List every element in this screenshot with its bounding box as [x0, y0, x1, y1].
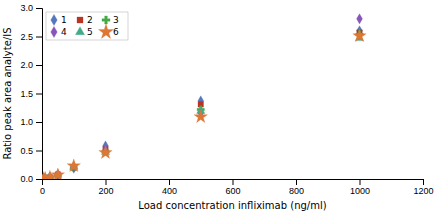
legend-item: 2 [77, 15, 93, 25]
legend: 1 2 3 4 5 6 [46, 12, 128, 40]
legend-item: 6 [98, 24, 119, 38]
y-axis-tick: 1.5 [20, 89, 42, 99]
y-axis-tick-label: 2.0 [20, 60, 33, 70]
series [42, 30, 362, 179]
x-axis-tick-label: 800 [289, 186, 304, 196]
x-axis-tick-label: 0 [40, 186, 45, 196]
series [42, 29, 366, 179]
y-axis-tick-label: 2.5 [20, 32, 33, 42]
x-axis-tick-mark [360, 179, 361, 185]
legend-label: 5 [87, 27, 93, 37]
x-axis-tick-label: 1200 [413, 186, 433, 196]
y-axis-tick: 2.5 [20, 32, 42, 42]
chart: 0 200 400 600 800 1000 1200 0.0 0.5 1.0 1.5 2.0 2.5 3… [0, 0, 437, 213]
y-axis-tick-mark [36, 122, 42, 123]
point [99, 146, 112, 159]
legend-swatch [98, 24, 113, 38]
x-axis-tick: 200 [98, 179, 113, 196]
y-axis-tick: 0.0 [20, 174, 42, 184]
y-axis-tick: 0.5 [20, 146, 42, 156]
y-axis-tick-label: 1.5 [20, 89, 33, 99]
legend-swatch [51, 14, 57, 25]
point [51, 168, 64, 179]
series [42, 26, 362, 179]
x-axis-tick-mark [169, 179, 170, 185]
x-axis-tick: 400 [162, 179, 177, 196]
x-axis-tick-mark [106, 179, 107, 185]
y-axis-tick-label: 3.0 [20, 3, 33, 13]
x-axis-tick-mark [423, 179, 424, 185]
y-axis-tick-mark [36, 8, 42, 9]
y-axis-tick: 1.0 [20, 117, 42, 127]
plot-area: 0 200 400 600 800 1000 1200 0.0 0.5 1.0 1.5 2.0 2.5 3… [20, 3, 433, 196]
x-axis-tick-label: 200 [98, 186, 113, 196]
legend-label: 6 [113, 27, 119, 37]
x-axis-tick: 600 [225, 179, 240, 196]
y-axis-tick: 2.0 [20, 60, 42, 70]
y-axis-title: Ratio peak area analyte/IS [2, 28, 13, 160]
x-axis: 0 200 400 600 800 1000 1200 [40, 179, 434, 196]
legend-item: 5 [75, 27, 92, 37]
point [194, 110, 207, 123]
y-axis-tick-mark [36, 65, 42, 66]
y-axis-tick-label: 0.5 [20, 146, 33, 156]
y-axis-tick-mark [36, 179, 42, 180]
y-axis-tick-mark [36, 94, 42, 95]
legend-item: 1 [51, 14, 67, 25]
legend-label: 4 [61, 27, 67, 37]
legend-swatch [51, 26, 57, 37]
legend-label: 3 [113, 15, 119, 25]
y-axis-tick-label: 1.0 [20, 117, 33, 127]
legend-swatch [102, 16, 110, 24]
legend-item: 4 [51, 26, 67, 37]
y-axis-tick-mark [36, 151, 42, 152]
x-axis-tick: 800 [289, 179, 304, 196]
x-axis-tick: 1200 [413, 179, 433, 196]
point [353, 29, 366, 42]
x-axis-tick-mark [233, 179, 234, 185]
series [42, 31, 363, 179]
x-axis-tick-label: 600 [225, 186, 240, 196]
y-axis-tick: 3.0 [20, 3, 42, 13]
x-axis-tick-label: 1000 [350, 186, 370, 196]
legend-label: 1 [61, 15, 67, 25]
legend-frame [46, 12, 128, 40]
x-axis-tick-mark [296, 179, 297, 185]
point [67, 159, 80, 172]
point [357, 14, 363, 24]
y-axis-tick-label: 0.0 [20, 174, 33, 184]
x-axis-title: Load concentration infliximab (ng/ml) [138, 200, 326, 211]
y-axis-tick-mark [36, 37, 42, 38]
legend-label: 2 [87, 15, 93, 25]
legend-swatch [75, 27, 84, 35]
x-axis-tick: 0 [40, 179, 45, 196]
legend-swatch [77, 17, 83, 23]
series [42, 33, 364, 179]
legend-item: 3 [102, 15, 119, 25]
x-axis-line [43, 180, 424, 186]
x-axis-tick-label: 400 [162, 186, 177, 196]
y-axis: 0.0 0.5 1.0 1.5 2.0 2.5 3.0 [20, 3, 42, 184]
y-axis-line [36, 9, 43, 180]
x-axis-tick: 1000 [350, 179, 370, 196]
